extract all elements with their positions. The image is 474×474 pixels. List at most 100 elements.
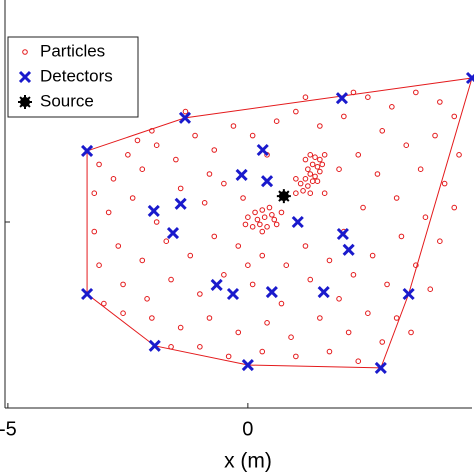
detector bbox=[335, 92, 348, 105]
particle bbox=[211, 233, 218, 240]
particle bbox=[105, 209, 112, 216]
detector bbox=[174, 197, 187, 210]
particle bbox=[259, 252, 266, 259]
detector bbox=[402, 287, 415, 301]
particle bbox=[360, 204, 366, 211]
particle bbox=[96, 262, 102, 269]
particle bbox=[326, 348, 333, 355]
legend-label: Detectors bbox=[40, 66, 113, 85]
particle bbox=[307, 190, 314, 196]
particle bbox=[271, 216, 278, 223]
particle bbox=[365, 310, 371, 317]
particle bbox=[96, 161, 102, 168]
particle bbox=[312, 173, 318, 180]
source bbox=[18, 95, 32, 109]
particle bbox=[242, 221, 249, 228]
particle bbox=[149, 128, 155, 134]
particle bbox=[293, 108, 299, 115]
particle bbox=[269, 212, 275, 218]
particle bbox=[125, 152, 131, 158]
particle bbox=[173, 156, 179, 163]
particle bbox=[168, 344, 174, 350]
legend-label: Source bbox=[40, 91, 94, 110]
particle bbox=[259, 228, 266, 235]
particle bbox=[187, 252, 194, 259]
particle bbox=[369, 252, 376, 259]
particle bbox=[451, 204, 458, 211]
particle bbox=[182, 108, 189, 115]
detector bbox=[241, 358, 254, 372]
particle bbox=[393, 315, 400, 321]
particle bbox=[317, 315, 323, 321]
particle bbox=[144, 296, 150, 302]
particle bbox=[309, 161, 316, 168]
particle bbox=[305, 166, 311, 172]
particle bbox=[264, 320, 270, 326]
particle bbox=[221, 272, 227, 278]
particle bbox=[437, 238, 443, 244]
particle bbox=[249, 281, 256, 288]
detector bbox=[374, 361, 387, 374]
particle bbox=[163, 238, 170, 244]
particle bbox=[307, 171, 314, 177]
detector bbox=[226, 287, 240, 301]
particle bbox=[201, 200, 208, 206]
detector-cross bbox=[291, 215, 304, 229]
detector-cross bbox=[265, 286, 278, 299]
detector-cross bbox=[342, 243, 355, 256]
particle bbox=[278, 209, 285, 216]
particle bbox=[129, 195, 136, 201]
particle bbox=[317, 123, 323, 129]
detector-cross bbox=[465, 71, 474, 85]
particle bbox=[235, 243, 242, 249]
particle bbox=[249, 132, 256, 139]
particle bbox=[336, 296, 342, 302]
particle bbox=[441, 180, 448, 187]
particle bbox=[309, 178, 316, 184]
particle bbox=[345, 329, 352, 336]
particle bbox=[259, 207, 266, 213]
particle bbox=[153, 142, 160, 148]
particle bbox=[261, 214, 268, 220]
particle bbox=[22, 49, 28, 55]
particle bbox=[245, 262, 251, 269]
detector bbox=[336, 227, 349, 241]
detector-cross bbox=[335, 92, 348, 105]
particle bbox=[384, 281, 390, 288]
detector-cross bbox=[241, 358, 254, 372]
detector bbox=[210, 278, 223, 291]
particle bbox=[139, 257, 146, 264]
particle bbox=[278, 300, 285, 307]
particle bbox=[110, 176, 117, 182]
detector-cross bbox=[166, 226, 180, 240]
particle bbox=[264, 224, 270, 230]
detector bbox=[265, 286, 278, 299]
particle bbox=[197, 291, 203, 297]
particle bbox=[120, 281, 126, 288]
particle bbox=[317, 156, 323, 163]
particle bbox=[206, 315, 213, 321]
particle bbox=[307, 152, 314, 158]
particle bbox=[302, 176, 309, 182]
particle bbox=[91, 190, 98, 196]
legend-marker bbox=[18, 95, 32, 109]
detector-cross bbox=[256, 143, 269, 157]
particle bbox=[257, 221, 263, 228]
particle bbox=[273, 118, 280, 124]
particle bbox=[374, 171, 381, 177]
particle bbox=[149, 315, 155, 321]
detector bbox=[260, 175, 274, 188]
particle bbox=[427, 286, 434, 293]
particle bbox=[437, 99, 443, 105]
particle bbox=[235, 329, 242, 336]
particle bbox=[273, 221, 280, 228]
particle bbox=[398, 233, 405, 240]
particle bbox=[379, 339, 386, 345]
detector-cross bbox=[235, 168, 248, 182]
detector-cross bbox=[210, 278, 223, 291]
particle bbox=[393, 195, 400, 201]
particle bbox=[314, 164, 321, 170]
x-tick-label: -5 bbox=[0, 418, 17, 440]
